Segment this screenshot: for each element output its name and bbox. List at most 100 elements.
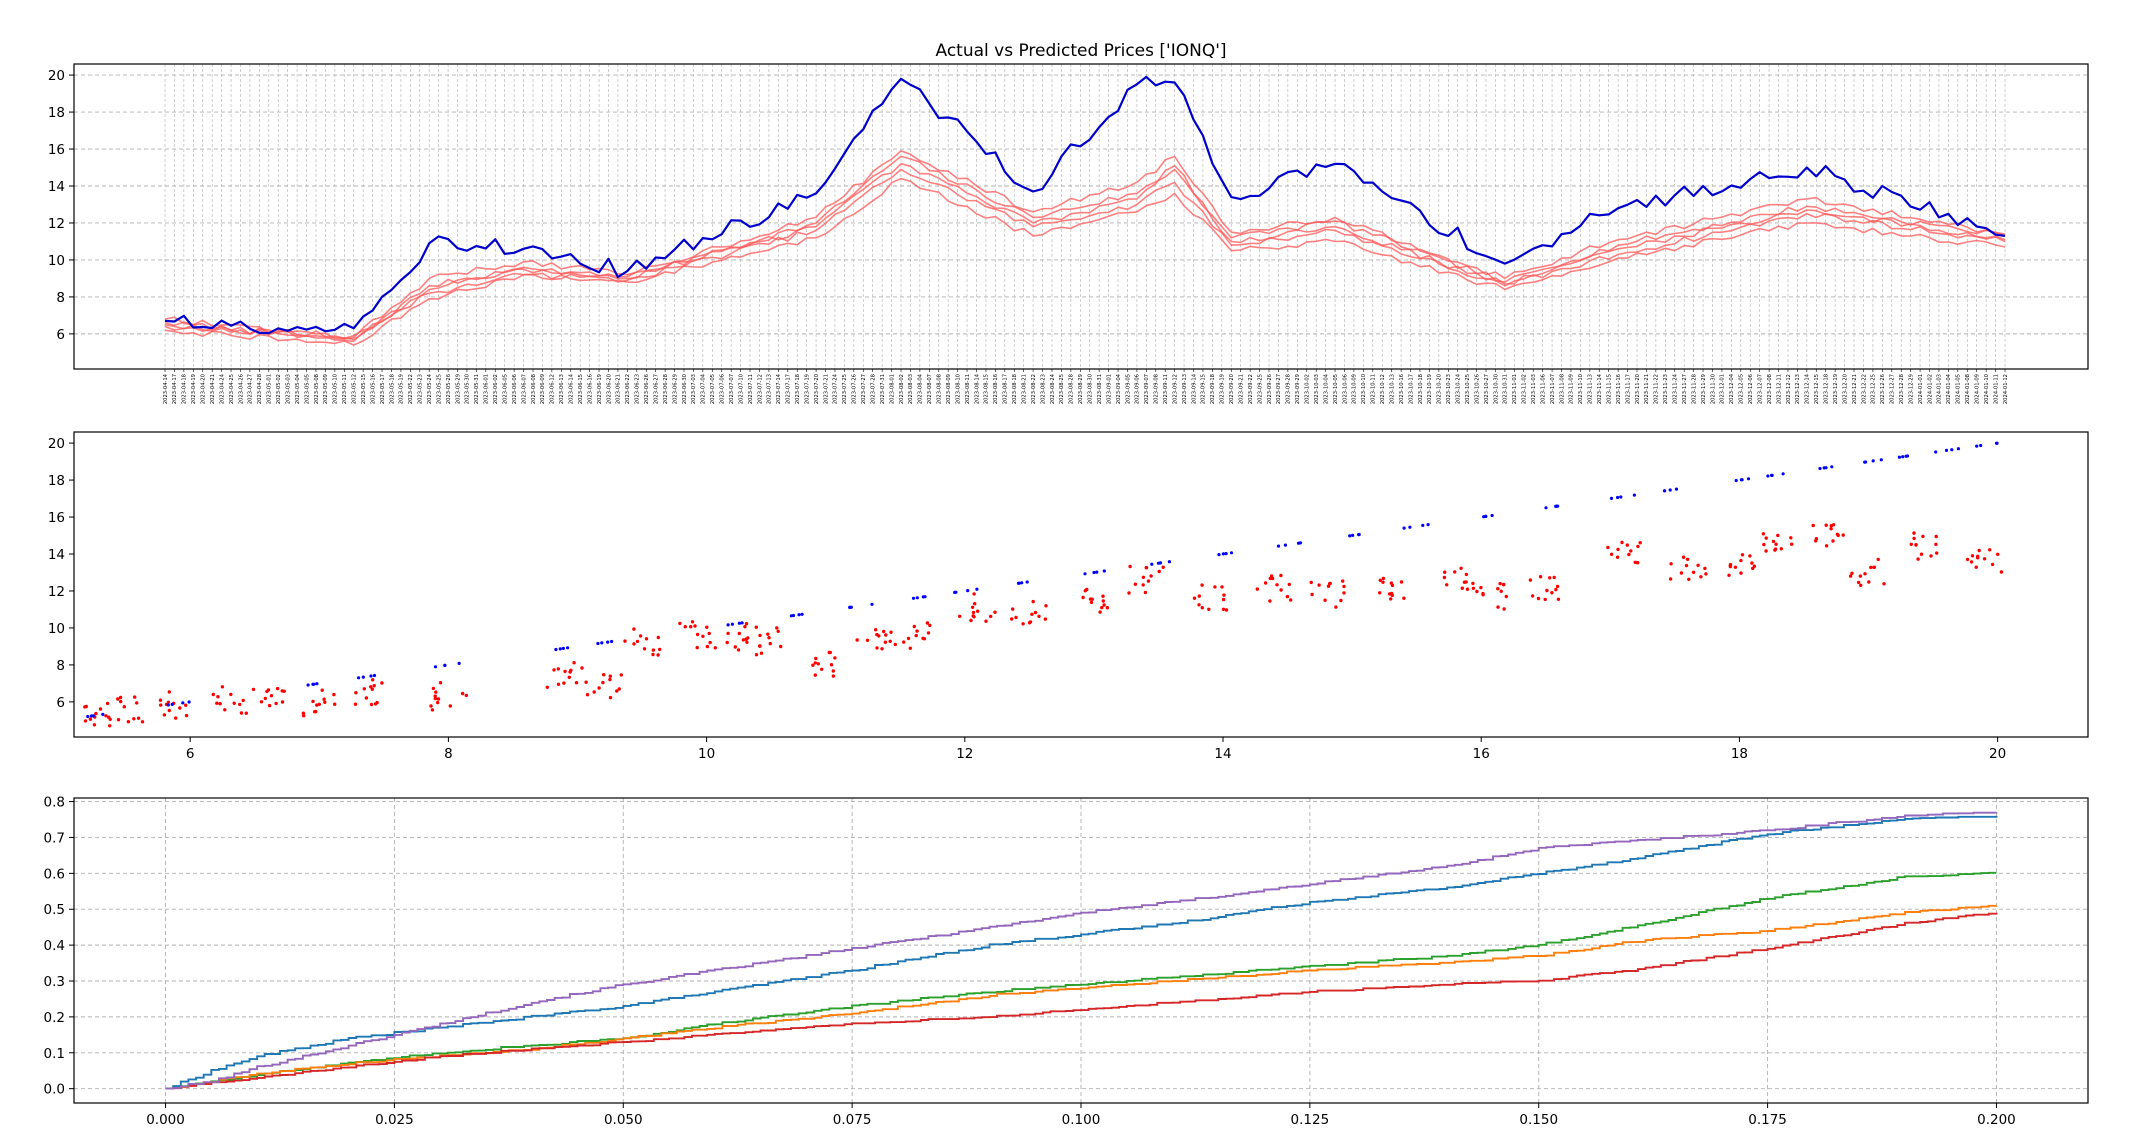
predicted-point	[1704, 572, 1708, 576]
x-tick-label: 2023-11-16	[1616, 374, 1622, 404]
x-tick-label: 2023-04-20	[201, 374, 207, 404]
predicted-point	[1627, 552, 1631, 557]
predicted-point	[1037, 614, 1041, 618]
predicted-point	[162, 713, 167, 717]
predicted-point	[1606, 545, 1610, 550]
x-tick-label: 2023-08-09	[946, 374, 952, 404]
x-tick-label: 2023-07-06	[720, 374, 726, 404]
x-tick-label: 2023-10-26	[1474, 374, 1480, 404]
actual-point	[1632, 493, 1636, 497]
predicted-point	[1399, 580, 1404, 584]
predicted-point	[1814, 539, 1818, 543]
x-tick-label: 2023-09-01	[1106, 374, 1112, 404]
x-tick-label: 2023-06-27	[653, 374, 659, 404]
predicted-point	[1556, 597, 1561, 601]
predicted-point	[656, 635, 660, 640]
x-tick-label: 2023-12-04	[1729, 373, 1735, 404]
x-tick-label: 2023-07-03	[691, 374, 697, 404]
predicted-point	[816, 662, 820, 666]
predicted-point	[1982, 557, 1987, 561]
predicted-point	[1733, 565, 1738, 569]
predicted-point	[695, 645, 699, 650]
actual-point	[1102, 569, 1106, 573]
predicted-point	[883, 640, 888, 644]
predicted-point	[1475, 589, 1479, 594]
x-tick-label: 2023-09-26	[1267, 374, 1273, 404]
predicted-point	[989, 614, 993, 619]
actual-point	[1402, 526, 1406, 530]
x-tick-label: 2023-09-28	[1286, 374, 1292, 404]
x-tick-label: 2023-08-18	[1012, 374, 1018, 404]
actual-point	[566, 646, 570, 650]
predicted-point	[1555, 584, 1560, 589]
predicted-point	[713, 646, 717, 650]
predicted-point	[280, 689, 284, 693]
predicted-point	[827, 650, 831, 655]
predicted-point	[1317, 583, 1321, 587]
predicted-point	[644, 637, 649, 641]
predicted-point	[362, 687, 366, 691]
predicted-point	[1453, 570, 1457, 574]
x-tick-label: 2023-07-24	[833, 373, 839, 404]
predicted-point	[708, 640, 712, 645]
x-tick-label: 2023-11-10	[1578, 374, 1584, 404]
predicted-point	[1970, 554, 1975, 558]
predicted-point	[1699, 575, 1703, 579]
x-tick-label: 2023-05-29	[455, 374, 461, 404]
predicted-point	[1342, 591, 1346, 595]
actual-point	[187, 700, 191, 704]
predicted-point	[84, 704, 89, 709]
predicted-point	[220, 685, 225, 689]
predicted-point	[1882, 582, 1886, 586]
predicted-point	[958, 614, 962, 618]
predicted-point	[265, 689, 269, 694]
predicted-point	[88, 717, 93, 721]
predicted-point	[602, 673, 606, 677]
predicted-point	[1390, 591, 1394, 596]
predicted-point	[829, 663, 834, 667]
predicted-point	[370, 687, 374, 691]
x-tick-label: 2023-08-24	[1050, 373, 1056, 404]
actual-point	[1904, 454, 1908, 458]
actual-point	[1950, 448, 1954, 452]
x-tick-label: 2024-01-08	[1965, 374, 1971, 404]
predicted-point	[875, 632, 879, 637]
actual-point	[1150, 562, 1154, 566]
x-tick-label: 2023-04-24	[219, 373, 225, 404]
y-tick-label: 0.5	[44, 902, 65, 918]
x-tick-label: 2023-07-26	[852, 374, 858, 404]
actual-point	[726, 623, 730, 627]
x-tick-label: 2024-01-10	[1984, 374, 1990, 404]
x-tick-label: 2023-10-10	[1361, 374, 1367, 404]
predicted-point	[776, 629, 780, 633]
predicted-point	[1141, 583, 1145, 587]
y-tick-label: 16	[48, 510, 65, 526]
actual-point	[911, 596, 916, 600]
predicted-point	[116, 697, 120, 701]
actual-point	[1167, 560, 1171, 564]
price-axes-frame	[73, 63, 2089, 370]
predicted-point	[683, 625, 687, 629]
predicted-point	[1496, 605, 1500, 609]
x-tick-label: 2023-12-22	[1861, 374, 1867, 404]
predicted-point	[429, 704, 433, 708]
actual-point	[923, 595, 927, 599]
predicted-point	[301, 711, 306, 715]
actual-point	[1901, 455, 1905, 459]
x-tick-label: 2023-11-08	[1559, 374, 1565, 404]
actual-point	[372, 673, 377, 678]
actual-point	[1544, 506, 1548, 510]
actual-point	[966, 589, 970, 593]
predicted-point	[430, 708, 435, 712]
predicted-point	[1389, 597, 1393, 601]
x-tick-label: 2023-12-07	[1757, 374, 1763, 404]
predicted-point	[269, 694, 274, 698]
actual-point	[1739, 478, 1743, 482]
predicted-point	[1279, 573, 1283, 578]
x-tick-label: 2023-11-13	[1588, 374, 1594, 404]
actual-point	[1092, 570, 1096, 575]
x-tick-label: 0.200	[1977, 1112, 2016, 1128]
predicted-point	[567, 675, 571, 679]
x-tick-label: 2023-09-13	[1182, 374, 1188, 404]
actual-point	[554, 647, 558, 652]
